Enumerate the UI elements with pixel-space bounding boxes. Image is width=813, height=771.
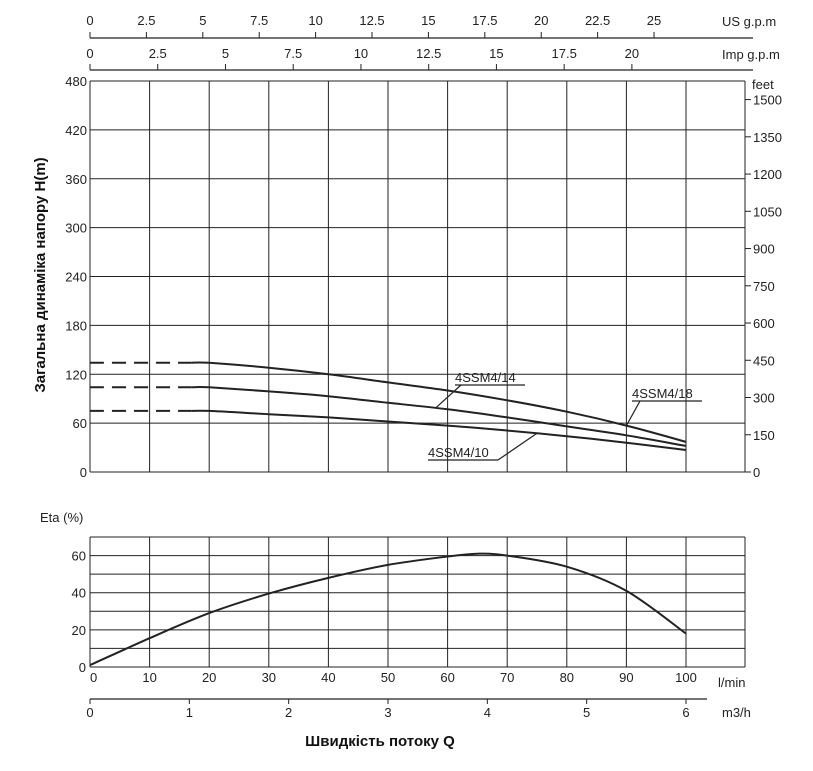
head-tick-label: 120: [65, 367, 87, 382]
eta-tick-label: 20: [72, 623, 86, 638]
eta-tick-label: 0: [79, 660, 86, 675]
lpm-unit-label: l/min: [718, 675, 745, 690]
lpm-tick-label: 80: [560, 670, 574, 685]
series-4ssm4-18-line: [191, 361, 687, 443]
feet-unit-label: feet: [752, 77, 774, 92]
imp-gpm-tick-label: 12.5: [416, 46, 441, 61]
feet-tick-label: 1200: [753, 167, 782, 182]
feet-tick-label: 1050: [753, 204, 782, 219]
m3h-tick-label: 1: [186, 705, 193, 720]
series-4ssm4-18-leader: [625, 400, 641, 426]
imp-gpm-tick-label: 5: [222, 46, 229, 61]
lpm-tick-label: 60: [440, 670, 454, 685]
series-4ssm4-10-label: 4SSM4/10: [428, 445, 489, 460]
lpm-tick-label: 50: [381, 670, 395, 685]
series-4ssm4-14-line: [191, 385, 687, 447]
x-axis-label-flow: Швидкість потоку Q: [305, 733, 455, 750]
m3h-tick-label: 5: [583, 705, 590, 720]
lpm-tick-label: 100: [675, 670, 697, 685]
lpm-tick-label: 30: [262, 670, 276, 685]
m3h-tick-label: 3: [384, 705, 391, 720]
head-tick-label: 180: [65, 318, 87, 333]
us-gpm-tick-label: 22.5: [585, 13, 610, 28]
efficiency-curve: [89, 552, 687, 667]
feet-tick-label: 300: [753, 391, 775, 406]
head-tick-label: 300: [65, 221, 87, 236]
imp-gpm-tick-label: 20: [625, 46, 639, 61]
series-4ssm4-14-label: 4SSM4/14: [455, 370, 516, 385]
m3h-tick-label: 4: [484, 705, 491, 720]
us-gpm-tick-label: 2.5: [137, 13, 155, 28]
lpm-tick-label: 20: [202, 670, 216, 685]
feet-tick-label: 750: [753, 279, 775, 294]
imp-gpm-unit-label: Imp g.p.m: [722, 47, 780, 62]
feet-tick-label: 450: [753, 353, 775, 368]
head-tick-label: 420: [65, 123, 87, 138]
y-axis-label-head: Загальна динаміка напору H(m): [32, 157, 49, 392]
series-4ssm4-18-label: 4SSM4/18: [632, 386, 693, 401]
imp-gpm-tick-label: 15: [489, 46, 503, 61]
head-tick-label: 240: [65, 270, 87, 285]
feet-tick-label: 150: [753, 428, 775, 443]
imp-gpm-tick-label: 7.5: [284, 46, 302, 61]
eta-tick-label: 60: [72, 549, 86, 564]
series-4ssm4-14-leader: [435, 384, 462, 409]
us-gpm-tick-label: 15: [421, 13, 435, 28]
lpm-tick-label: 0: [90, 670, 97, 685]
us-gpm-unit-label: US g.p.m: [722, 14, 776, 29]
head-tick-label: 360: [65, 172, 87, 187]
us-gpm-tick-label: 20: [534, 13, 548, 28]
lpm-tick-label: 70: [500, 670, 514, 685]
us-gpm-tick-label: 12.5: [359, 13, 384, 28]
m3h-tick-label: 0: [86, 705, 93, 720]
us-gpm-tick-label: 5: [199, 13, 206, 28]
us-gpm-tick-label: 10: [308, 13, 322, 28]
eta-tick-label: 40: [72, 586, 86, 601]
eta-axis-label: Eta (%): [40, 510, 83, 525]
imp-gpm-tick-label: 10: [354, 46, 368, 61]
us-gpm-tick-label: 17.5: [472, 13, 497, 28]
feet-tick-label: 900: [753, 242, 775, 257]
lpm-tick-label: 40: [321, 670, 335, 685]
lpm-tick-label: 10: [142, 670, 156, 685]
m3h-unit-label: m3/h: [722, 705, 751, 720]
imp-gpm-tick-label: 0: [86, 46, 93, 61]
efficiency-chart: 0 20 40 60 0 10 20 30 40 50 60 70 80 90 100 l/min 0 1 2 3 4 5…: [72, 536, 751, 720]
head-tick-label: 0: [80, 465, 87, 480]
us-gpm-tick-label: 25: [647, 13, 661, 28]
feet-tick-label: 0: [753, 465, 760, 480]
m3h-tick-label: 6: [682, 705, 689, 720]
m3h-tick-label: 2: [285, 705, 292, 720]
imp-gpm-tick-label: 2.5: [149, 46, 167, 61]
series-4ssm4-10-line: [191, 409, 687, 451]
head-tick-label: 480: [65, 74, 87, 89]
us-gpm-tick-label: 7.5: [250, 13, 268, 28]
feet-tick-label: 600: [753, 316, 775, 331]
us-gpm-tick-label: 0: [86, 13, 93, 28]
head-tick-label: 60: [73, 416, 87, 431]
series-4ssm4-10-leader: [497, 432, 538, 461]
lpm-tick-label: 90: [619, 670, 633, 685]
feet-tick-label: 1350: [753, 130, 782, 145]
imp-gpm-tick-label: 17.5: [552, 46, 577, 61]
feet-tick-label: 1500: [753, 93, 782, 108]
